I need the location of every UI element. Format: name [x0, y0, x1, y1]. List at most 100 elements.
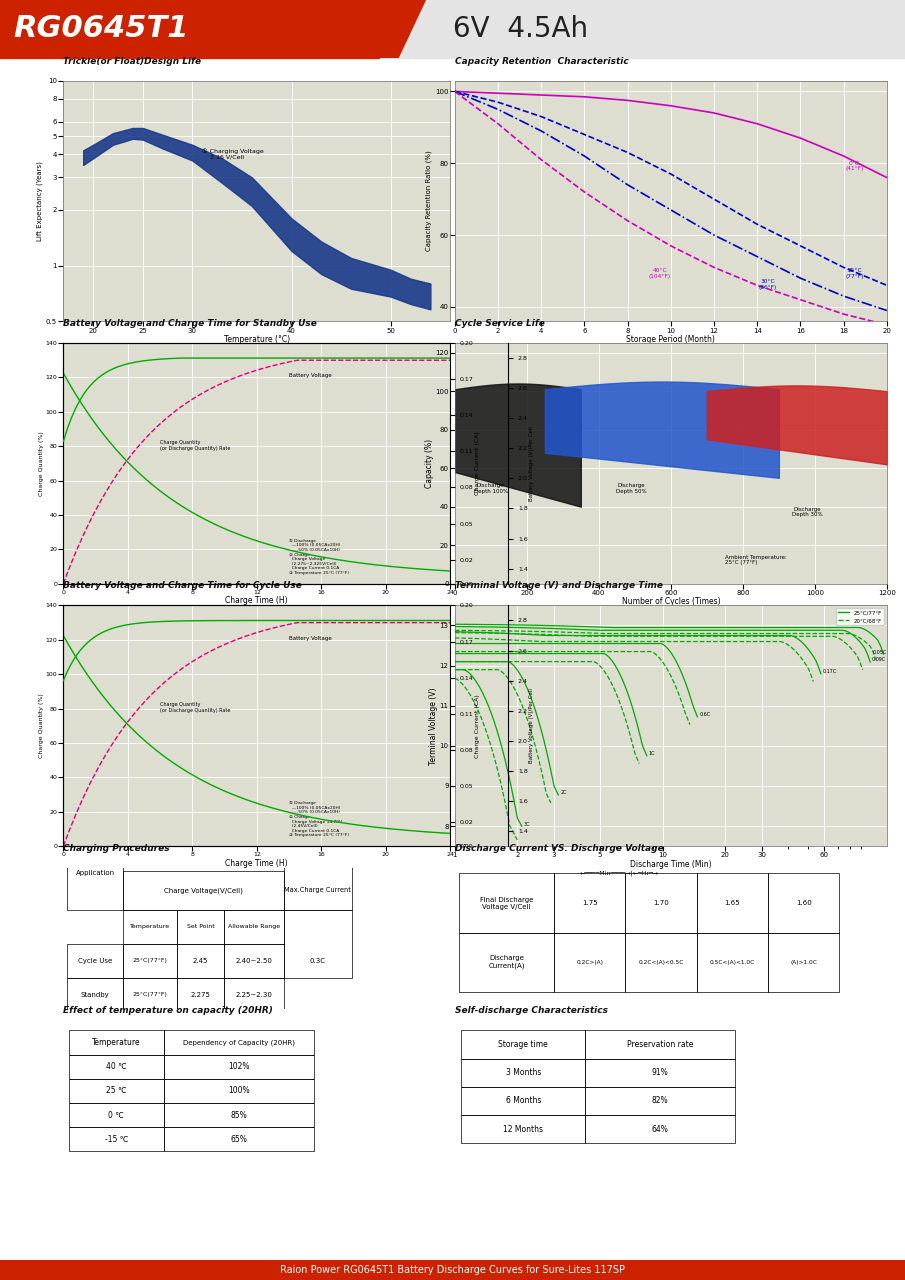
- Text: Ambient Temperature:
25°C (77°F): Ambient Temperature: 25°C (77°F): [725, 554, 786, 566]
- X-axis label: Discharge Time (Min): Discharge Time (Min): [630, 860, 711, 869]
- Bar: [177, 910, 224, 943]
- Bar: [459, 933, 554, 992]
- Bar: [586, 1030, 735, 1059]
- Text: Set Point: Set Point: [186, 924, 214, 929]
- Bar: [697, 933, 768, 992]
- Text: 0°C
(41°F): 0°C (41°F): [845, 160, 863, 172]
- Text: ① Charging Voltage
    2.26 V/Cell: ① Charging Voltage 2.26 V/Cell: [202, 148, 264, 160]
- Text: 3C: 3C: [523, 822, 530, 827]
- Y-axis label: Battery Voltage (V)/Per Cell: Battery Voltage (V)/Per Cell: [529, 689, 534, 763]
- Text: 64%: 64%: [652, 1125, 669, 1134]
- Bar: [768, 933, 839, 992]
- Text: Temperature: Temperature: [130, 924, 170, 929]
- Text: Discharge
Depth 50%: Discharge Depth 50%: [616, 484, 646, 494]
- Text: ←────Min────→|←─Hr─→: ←────Min────→|←─Hr─→: [579, 870, 659, 876]
- Y-axis label: Capacity (%): Capacity (%): [424, 439, 433, 488]
- Text: 40°C
(104°F): 40°C (104°F): [649, 269, 672, 279]
- Text: Cycle Use: Cycle Use: [78, 957, 112, 964]
- Text: Allowable Range: Allowable Range: [228, 924, 280, 929]
- Bar: [67, 943, 123, 978]
- Text: Self-discharge Characteristics: Self-discharge Characteristics: [454, 1006, 608, 1015]
- Text: 6V  4.5Ah: 6V 4.5Ah: [452, 15, 587, 42]
- Bar: [123, 870, 284, 910]
- Bar: [164, 1128, 314, 1152]
- Text: 1.65: 1.65: [725, 900, 740, 906]
- Text: Discharge
Depth 100%: Discharge Depth 100%: [473, 484, 508, 494]
- Text: Charge Voltage(V/Cell): Charge Voltage(V/Cell): [164, 887, 243, 893]
- Text: 100%: 100%: [228, 1087, 250, 1096]
- Bar: [224, 978, 284, 1011]
- Text: 12 Months: 12 Months: [503, 1125, 543, 1134]
- X-axis label: Charge Time (H): Charge Time (H): [225, 596, 288, 605]
- Y-axis label: Terminal Voltage (V): Terminal Voltage (V): [429, 687, 438, 764]
- Text: 1.70: 1.70: [653, 900, 669, 906]
- Text: 25 ℃: 25 ℃: [106, 1087, 127, 1096]
- Text: Terminal Voltage (V) and Discharge Time: Terminal Voltage (V) and Discharge Time: [454, 581, 662, 590]
- Bar: [177, 978, 224, 1011]
- Text: Standby: Standby: [81, 992, 110, 997]
- Text: 82%: 82%: [652, 1097, 669, 1106]
- Text: Charge Quantity
(or Discharge Quantity) Rate: Charge Quantity (or Discharge Quantity) …: [160, 703, 231, 713]
- Text: Temperature: Temperature: [92, 1038, 140, 1047]
- Bar: [459, 873, 554, 933]
- Bar: [164, 1079, 314, 1103]
- Text: -15 ℃: -15 ℃: [105, 1135, 128, 1144]
- Bar: [586, 1059, 735, 1087]
- X-axis label: Storage Period (Month): Storage Period (Month): [626, 335, 715, 344]
- Text: Trickle(or Float)Design Life: Trickle(or Float)Design Life: [63, 56, 202, 65]
- Bar: [461, 1030, 586, 1059]
- Text: 91%: 91%: [652, 1069, 669, 1078]
- Text: 25°C(77°F): 25°C(77°F): [133, 959, 167, 964]
- Bar: [164, 1103, 314, 1128]
- Text: 30°C
(86°F): 30°C (86°F): [759, 279, 777, 291]
- Text: ① Discharge
  —100% (0.05CAx20H)
  ----50% (0.05CAx10H)
② Charge
  Charge Voltag: ① Discharge —100% (0.05CAx20H) ----50% (…: [289, 801, 349, 837]
- Y-axis label: Charge Current (CA): Charge Current (CA): [475, 694, 480, 758]
- Text: Battery Voltage and Charge Time for Cycle Use: Battery Voltage and Charge Time for Cycl…: [63, 581, 302, 590]
- Legend: 25°C/77°F, 20°C/68°F: 25°C/77°F, 20°C/68°F: [836, 608, 884, 626]
- Text: Storage time: Storage time: [499, 1041, 548, 1050]
- Bar: [164, 1030, 314, 1055]
- Bar: [123, 910, 177, 943]
- Y-axis label: Lift Expectancy (Years): Lift Expectancy (Years): [37, 161, 43, 241]
- Text: ① Discharge
  —100% (0.05CAx20H)
  ----50% (0.05CAx10H)
② Charge
  Charge Voltag: ① Discharge —100% (0.05CAx20H) ----50% (…: [289, 539, 349, 575]
- Bar: [123, 978, 177, 1011]
- X-axis label: Number of Cycles (Times): Number of Cycles (Times): [622, 598, 720, 607]
- Bar: [224, 943, 284, 978]
- Bar: [554, 933, 625, 992]
- Text: Dependency of Capacity (20HR): Dependency of Capacity (20HR): [183, 1039, 295, 1046]
- Text: Final Discharge
Voltage V/Cell: Final Discharge Voltage V/Cell: [480, 896, 533, 910]
- Y-axis label: Capacity Retention Ratio (%): Capacity Retention Ratio (%): [425, 151, 433, 251]
- Text: 102%: 102%: [228, 1062, 250, 1071]
- Bar: [586, 1087, 735, 1115]
- Bar: [69, 1079, 164, 1103]
- Text: 2C: 2C: [560, 791, 567, 795]
- Bar: [67, 837, 123, 910]
- Text: 0.05C: 0.05C: [872, 650, 887, 654]
- Text: Battery Voltage: Battery Voltage: [289, 636, 332, 641]
- Text: 1.60: 1.60: [795, 900, 812, 906]
- Bar: [69, 1055, 164, 1079]
- Y-axis label: Charge Current (CA): Charge Current (CA): [475, 431, 480, 495]
- Text: Max.Charge Current: Max.Charge Current: [284, 887, 351, 893]
- Bar: [625, 873, 697, 933]
- Text: 1.75: 1.75: [582, 900, 597, 906]
- Text: 0.6C: 0.6C: [700, 712, 710, 717]
- Bar: [625, 933, 697, 992]
- Bar: [380, 0, 905, 58]
- Bar: [69, 1030, 164, 1055]
- Text: 25°C
(77°F): 25°C (77°F): [845, 269, 863, 279]
- Text: 0.2C<(A)<0.5C: 0.2C<(A)<0.5C: [638, 960, 684, 965]
- Text: 65%: 65%: [231, 1135, 247, 1144]
- Text: 40 ℃: 40 ℃: [106, 1062, 127, 1071]
- Bar: [461, 1059, 586, 1087]
- Text: 2.40~2.50: 2.40~2.50: [235, 957, 272, 964]
- Bar: [67, 978, 123, 1011]
- Text: 1C: 1C: [649, 751, 655, 756]
- Bar: [164, 1055, 314, 1079]
- Text: Raion Power RG0645T1 Battery Discharge Curves for Sure-Lites 117SP: Raion Power RG0645T1 Battery Discharge C…: [280, 1265, 625, 1275]
- Bar: [554, 873, 625, 933]
- Bar: [461, 1115, 586, 1143]
- Text: Discharge
Depth 30%: Discharge Depth 30%: [793, 507, 823, 517]
- Bar: [284, 837, 351, 910]
- Text: 0.3C: 0.3C: [310, 957, 326, 964]
